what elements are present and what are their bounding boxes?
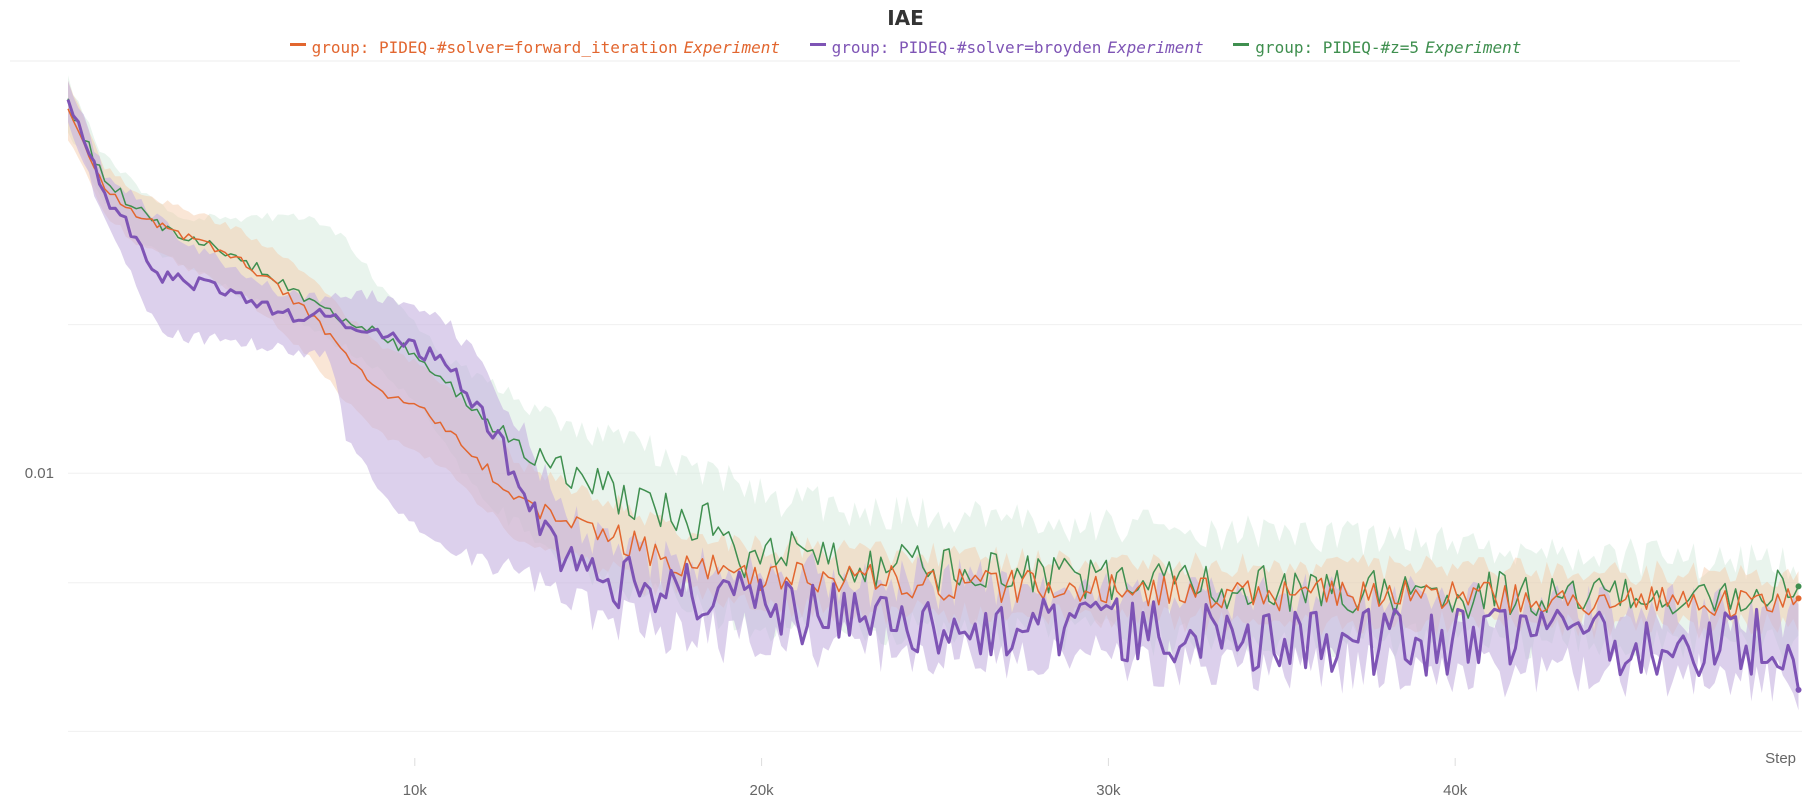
- legend-suffix-forward-iteration: Experiment: [683, 38, 780, 57]
- legend-item-z5[interactable]: group: PIDEQ-#z=5 Experiment: [1233, 38, 1521, 57]
- axis-labels: 0.01 10k 20k 30k 40k Step: [25, 465, 1796, 799]
- x-tick-label: 20k: [750, 782, 775, 799]
- x-tick-label: 10k: [403, 782, 428, 799]
- legend-swatch-z5: [1233, 43, 1250, 46]
- x-axis-label: Step: [1765, 750, 1796, 767]
- chart-legend: group: PIDEQ-#solver=forward_iteration Ex…: [0, 38, 1811, 57]
- chart-title: IAE: [887, 6, 924, 30]
- end-marker-broyden: [1795, 686, 1802, 693]
- end-marker-forward-iteration: [1795, 595, 1802, 602]
- band-broyden: [68, 80, 1799, 711]
- line-forward-iteration[interactable]: [67, 108, 1800, 618]
- legend-suffix-z5: Experiment: [1425, 38, 1522, 57]
- legend-suffix-broyden: Experiment: [1107, 38, 1204, 57]
- y-tick-label: 0.01: [25, 465, 54, 482]
- legend-label-broyden: group: PIDEQ-#solver=broyden: [831, 38, 1102, 57]
- confidence-bands: [68, 75, 1799, 711]
- x-tick-label: 30k: [1096, 782, 1121, 799]
- line-z5[interactable]: [67, 98, 1800, 619]
- series-lines: [66, 98, 1800, 691]
- legend-label-forward-iteration: group: PIDEQ-#solver=forward_iteration: [311, 38, 678, 57]
- x-tick-label: 40k: [1443, 782, 1468, 799]
- legend-label-z5: group: PIDEQ-#z=5: [1255, 38, 1420, 57]
- end-marker-z5: [1795, 583, 1802, 590]
- line-broyden[interactable]: [66, 99, 1800, 691]
- legend-swatch-forward-iteration: [289, 43, 306, 46]
- series-end-markers: [1795, 583, 1802, 693]
- legend-item-forward-iteration[interactable]: group: PIDEQ-#solver=forward_iteration Ex…: [289, 38, 780, 57]
- legend-swatch-broyden: [809, 43, 826, 46]
- legend-item-broyden[interactable]: group: PIDEQ-#solver=broyden Experiment: [809, 38, 1204, 57]
